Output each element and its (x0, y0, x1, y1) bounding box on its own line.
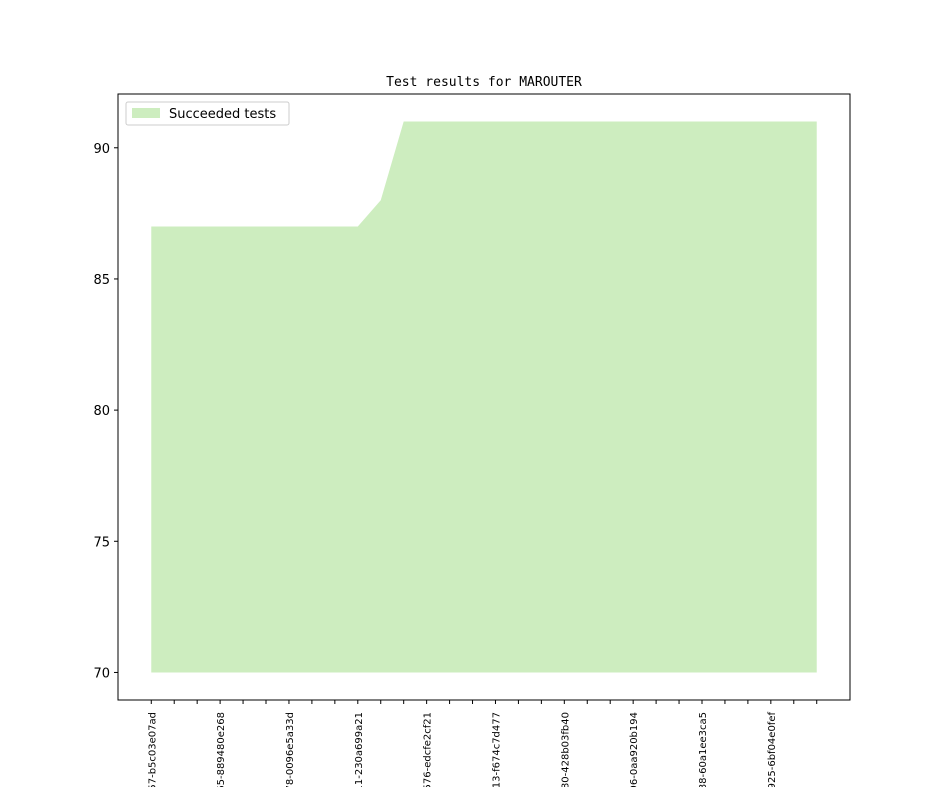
x-tick-label: 96-0aa920b194 (629, 712, 640, 787)
y-tick-label: 85 (93, 273, 110, 288)
legend-box (125, 101, 290, 126)
legend-label: Succeeded tests (169, 107, 276, 122)
x-tick-label: 576-edcfe2cf21 (423, 712, 434, 787)
legend-swatch (132, 108, 160, 118)
x-tick-label: 80-428b03fb40 (560, 712, 571, 787)
y-tick-label: 90 (93, 142, 110, 157)
x-tick-label: 11-230a699a21 (354, 712, 365, 787)
x-tick-label: 13-f674c7d477 (491, 712, 502, 787)
y-tick-label: 80 (93, 404, 110, 419)
chart-title: Test results for MAROUTER (386, 75, 582, 90)
x-tick-label: 88-60a1ee3ca5 (698, 712, 709, 787)
y-tick-label: 75 (93, 535, 110, 550)
x-tick-label: 78-0096e5a33d (285, 712, 296, 787)
area (151, 121, 817, 673)
x-tick-label: 57-b5c03e07ad (147, 712, 158, 787)
x-tick-label: 925-6bf04e0fef (767, 712, 778, 787)
plot-frame (117, 93, 851, 701)
legend: Succeeded tests (125, 101, 290, 126)
y-tick-label: 70 (93, 666, 110, 681)
x-tick-label: 65-889480e268 (216, 712, 227, 787)
